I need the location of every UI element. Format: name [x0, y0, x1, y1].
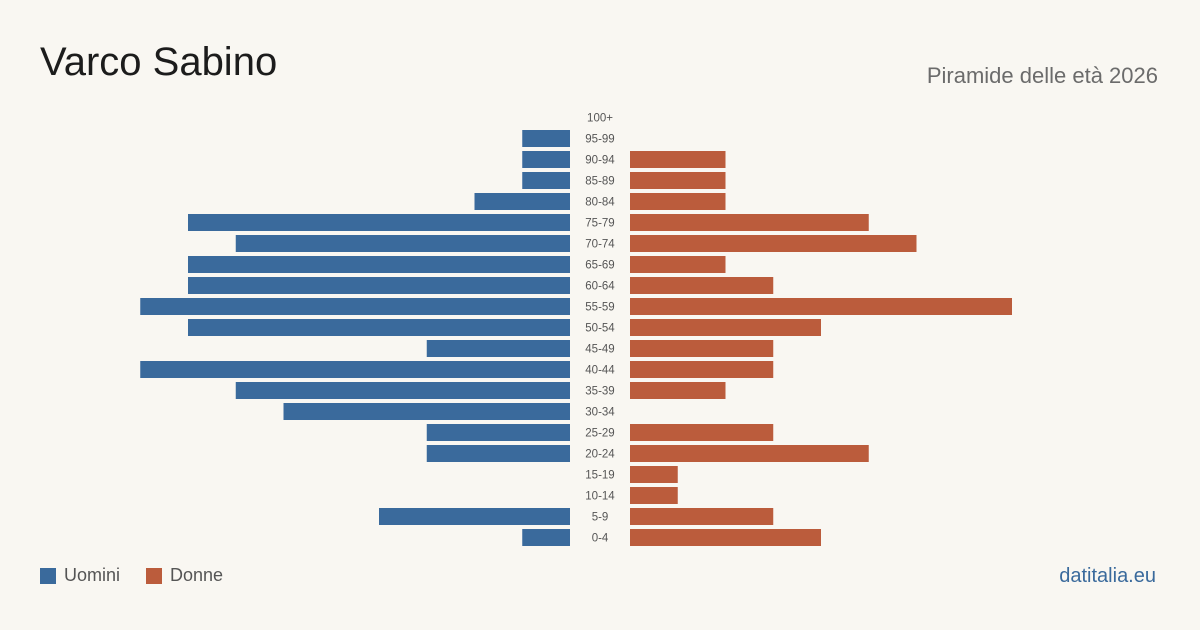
bar-women-70-74 — [630, 235, 917, 252]
bar-men-95-99 — [522, 130, 570, 147]
bar-men-80-84 — [474, 193, 570, 210]
bar-men-45-49 — [426, 340, 570, 357]
bar-women-25-29 — [630, 424, 774, 441]
legend-item-men: Uomini — [40, 565, 120, 586]
age-label-65-69: 65-69 — [585, 260, 614, 272]
bar-women-85-89 — [630, 172, 726, 189]
legend-label-women: Donne — [170, 565, 224, 585]
bar-men-40-44 — [140, 361, 570, 378]
age-label-5-9: 5-9 — [592, 512, 609, 524]
bar-men-85-89 — [522, 172, 570, 189]
age-label-75-79: 75-79 — [585, 218, 614, 230]
age-label-60-64: 60-64 — [585, 281, 615, 293]
bar-men-20-24 — [426, 445, 570, 462]
age-label-50-54: 50-54 — [585, 323, 615, 335]
legend: Uomini Donne — [40, 565, 249, 586]
bar-women-35-39 — [630, 382, 726, 399]
bar-men-35-39 — [235, 382, 570, 399]
age-label-45-49: 45-49 — [585, 344, 614, 356]
bar-women-20-24 — [630, 445, 869, 462]
age-label-10-14: 10-14 — [585, 491, 615, 503]
brand-link[interactable]: datitalia.eu — [1059, 565, 1156, 587]
chart-title: Varco Sabino — [40, 40, 278, 84]
bar-women-90-94 — [630, 151, 726, 168]
bar-women-75-79 — [630, 214, 869, 231]
age-label-40-44: 40-44 — [585, 365, 615, 377]
bar-men-70-74 — [235, 235, 570, 252]
bar-men-90-94 — [522, 151, 570, 168]
age-label-55-59: 55-59 — [585, 302, 614, 314]
legend-item-women: Donne — [146, 565, 223, 586]
bar-men-55-59 — [140, 298, 570, 315]
age-label-15-19: 15-19 — [585, 470, 614, 482]
age-label-70-74: 70-74 — [585, 239, 615, 251]
age-label-35-39: 35-39 — [585, 386, 614, 398]
bar-women-0-4 — [630, 529, 821, 546]
chart-subtitle: Piramide delle età 2026 — [926, 63, 1158, 88]
bar-women-40-44 — [630, 361, 774, 378]
age-label-90-94: 90-94 — [585, 155, 615, 167]
bar-women-65-69 — [630, 256, 726, 273]
bar-men-5-9 — [379, 508, 570, 525]
bar-men-0-4 — [522, 529, 570, 546]
age-label-0-4: 0-4 — [592, 533, 609, 545]
age-label-25-29: 25-29 — [585, 428, 614, 440]
bar-women-60-64 — [630, 277, 774, 294]
age-label-100+: 100+ — [587, 113, 613, 125]
bar-women-5-9 — [630, 508, 774, 525]
age-label-95-99: 95-99 — [585, 134, 614, 146]
bar-women-45-49 — [630, 340, 774, 357]
legend-label-men: Uomini — [64, 565, 121, 585]
bar-men-60-64 — [188, 277, 570, 294]
bar-women-50-54 — [630, 319, 821, 336]
bar-women-15-19 — [630, 466, 678, 483]
age-label-20-24: 20-24 — [585, 449, 615, 461]
age-label-80-84: 80-84 — [585, 197, 615, 209]
bar-men-50-54 — [188, 319, 570, 336]
bar-women-80-84 — [630, 193, 726, 210]
age-label-30-34: 30-34 — [585, 407, 615, 419]
bar-men-25-29 — [426, 424, 570, 441]
age-label-85-89: 85-89 — [585, 176, 614, 188]
legend-swatch-women — [146, 567, 163, 584]
bar-men-30-34 — [283, 403, 570, 420]
bar-men-65-69 — [188, 256, 570, 273]
bar-women-10-14 — [630, 487, 678, 504]
legend-swatch-men — [40, 567, 56, 584]
bar-men-75-79 — [188, 214, 570, 231]
bar-women-55-59 — [630, 298, 1012, 315]
